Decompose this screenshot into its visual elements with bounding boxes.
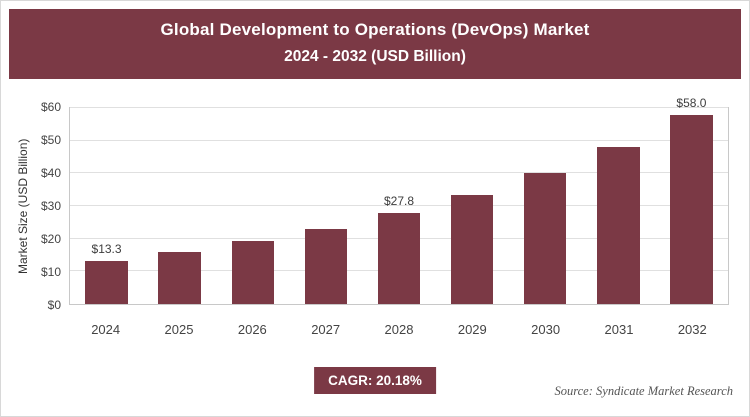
gridline [70, 205, 728, 206]
y-tick-label: $10 [40, 265, 61, 280]
chart-title-line2: 2024 - 2032 (USD Billion) [284, 48, 466, 65]
bar-slot-2025 [143, 108, 216, 304]
y-tick-label: $50 [40, 133, 61, 147]
bar-slot-2026 [216, 108, 289, 304]
x-tick-label-2025: 2025 [164, 322, 194, 337]
y-tick-label: $60 [40, 100, 61, 114]
bar-2031 [597, 146, 640, 304]
y-axis-ticks: $0 $10 $20 $30 $40 $50 $60 [29, 100, 67, 312]
y-tick-label: $30 [40, 199, 61, 213]
bar-2032 [670, 114, 713, 304]
gridline [70, 172, 728, 174]
x-tick-label-2030: 2030 [531, 322, 561, 337]
bar-2030 [524, 173, 567, 304]
bar-slot-2032: $58.0 [655, 96, 728, 304]
x-axis-labels: 2024 2025 2026 2027 2028 2029 2030 2031 2032 [69, 311, 729, 341]
chart-title-banner: Global Development to Operations (DevOps… [9, 9, 741, 79]
bar-value-label-2032: $58.0 [676, 95, 707, 110]
bars: $13.3 $27.8 $58.0 [70, 96, 728, 304]
y-tick-label: $20 [40, 232, 61, 247]
plot-area: $13.3 $27.8 $58.0 [69, 96, 729, 305]
bar-slot-2031 [582, 108, 655, 304]
gridline [70, 107, 728, 108]
bar-2028 [377, 213, 421, 304]
bar-slot-2029 [436, 108, 509, 304]
bar-slot-2028: $27.8 [362, 108, 435, 304]
bar-2029 [450, 195, 494, 304]
x-tick-label-2024: 2024 [91, 322, 121, 337]
bar-2024 [85, 260, 128, 304]
bar-slot-2027 [289, 108, 362, 304]
bar-value-label-2024: $13.3 [91, 241, 122, 256]
bar-slot-2030 [509, 108, 582, 304]
x-tick-label-2031: 2031 [604, 322, 634, 337]
gridline [70, 139, 728, 141]
chart-title-line1: Global Development to Operations (DevOps… [160, 20, 590, 39]
x-tick-label-2026: 2026 [237, 322, 267, 337]
x-tick-label-2032: 2032 [677, 322, 707, 337]
bar-2026 [231, 241, 274, 304]
y-tick-label: $0 [47, 298, 61, 312]
cagr-badge: CAGR: 20.18% [314, 367, 436, 394]
bar-2027 [304, 228, 348, 304]
x-tick-label-2028: 2028 [384, 322, 414, 337]
source-attribution: Source: Syndicate Market Research [554, 384, 733, 398]
bar-value-label-2028: $27.8 [383, 194, 414, 209]
x-tick-label-2029: 2029 [457, 322, 487, 337]
x-tick-label-2027: 2027 [311, 322, 341, 337]
bar-chart: Market Size (USD Billion) $0 $10 $20 $30 $40… [15, 96, 735, 341]
y-tick-label: $40 [40, 166, 61, 181]
bar-slot-2024: $13.3 [70, 108, 143, 304]
bar-2025 [158, 251, 201, 304]
